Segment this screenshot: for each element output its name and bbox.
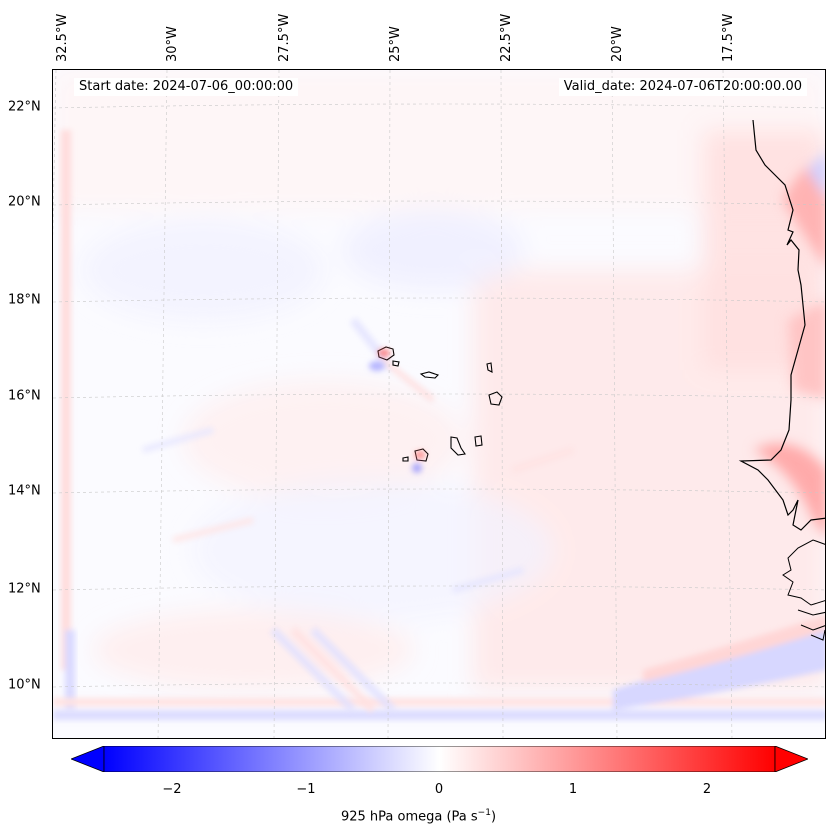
lon-label-32-5w: 32.5°W	[55, 13, 70, 62]
omega-field-map	[53, 70, 825, 738]
colorbar-label-exponent: −1	[477, 808, 491, 818]
valid-date-label: Valid_date: 2024-07-06T20:00:00.00	[558, 78, 807, 96]
lon-label-20w: 20°W	[610, 26, 625, 62]
lat-label-12n: 12°N	[8, 581, 41, 597]
lat-label-18n: 18°N	[8, 292, 41, 308]
island-fogo	[414, 448, 429, 462]
colorbar-label-close: )	[490, 809, 497, 825]
colorbar-extend-min	[71, 746, 105, 772]
island-wakes	[369, 349, 425, 473]
graticule	[53, 70, 825, 738]
start-date-label: Start date: 2024-07-06_00:00:00	[74, 78, 299, 96]
island-maio	[474, 435, 483, 447]
coastal-bands	[753, 152, 825, 538]
island-sal	[486, 362, 493, 373]
island-santiago	[450, 436, 466, 456]
map-panel[interactable]	[52, 69, 826, 739]
island-boa-vista	[488, 391, 503, 406]
colorbar-gradient	[103, 746, 776, 772]
cape-verde-islands	[377, 346, 503, 462]
lon-label-22-5w: 22.5°W	[499, 13, 514, 62]
colorbar-label-text: 925 hPa omega (Pa s	[340, 809, 478, 825]
lon-label-27-5w: 27.5°W	[277, 13, 292, 62]
wave-streaks	[142, 317, 574, 713]
lat-label-16n: 16°N	[8, 388, 41, 404]
colorbar-tick-1: 1	[568, 782, 578, 797]
island-sao-nicolau	[419, 371, 440, 379]
africa-coastline-south	[782, 539, 825, 641]
lat-label-14n: 14°N	[8, 483, 41, 499]
lat-label-10n: 10°N	[8, 677, 41, 693]
lon-label-17-5w: 17.5°W	[721, 13, 736, 62]
africa-coastline	[738, 119, 825, 531]
colorbar-tick-neg2: −2	[162, 782, 182, 797]
colorbar-label: 925 hPa omega (Pa s−1)	[0, 808, 837, 824]
colorbar-tick-2: 2	[702, 782, 712, 797]
lat-label-20n: 20°N	[8, 194, 41, 210]
island-sao-vicente	[392, 360, 400, 367]
lat-label-22n: 22°N	[8, 99, 41, 115]
colorbar-extend-max	[774, 746, 808, 772]
south-boundary-bands	[53, 615, 825, 720]
west-boundary-bands	[61, 130, 75, 710]
colorbar-tick-0: 0	[434, 782, 444, 797]
colorbar	[71, 746, 808, 772]
lon-label-25w: 25°W	[388, 26, 403, 62]
island-santo-antao	[377, 346, 395, 361]
colorbar-tick-neg1: −1	[296, 782, 316, 797]
lon-label-30w: 30°W	[165, 26, 180, 62]
island-brava	[402, 456, 409, 462]
